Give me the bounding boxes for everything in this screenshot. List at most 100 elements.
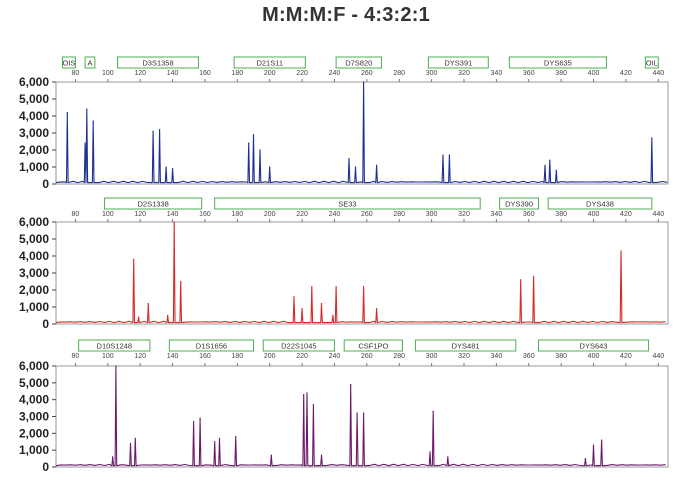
peak-red-15: [533, 275, 535, 277]
marker-d7s820: D7S820: [335, 56, 382, 69]
marker-csf1po: CSF1PO: [343, 339, 403, 352]
x-tick-label: 280: [393, 211, 405, 218]
plot-frame: [55, 365, 669, 468]
x-tick-label: 220: [296, 70, 308, 77]
peak-blue-15: [375, 164, 378, 166]
x-tick-label: 120: [134, 211, 146, 218]
x-tick-label: 260: [361, 353, 373, 360]
peak-red-16: [620, 250, 622, 252]
y-tick-label: 6,000: [19, 359, 49, 373]
peak-blue-20: [555, 169, 557, 171]
marker-dys438: DYS438: [547, 197, 653, 210]
x-tick-label: 360: [523, 211, 535, 218]
x-tick-label: 100: [102, 211, 114, 218]
marker-label: CSF1PO: [358, 342, 388, 351]
y-tick-label: 4,000: [19, 249, 49, 263]
marker-dys643: DYS643: [537, 339, 650, 352]
x-tick-label: 180: [231, 353, 243, 360]
x-tick-label: 180: [231, 211, 243, 218]
peak-blue-18: [544, 164, 546, 166]
x-tick-label: 340: [491, 353, 503, 360]
x-tick-label: 340: [491, 70, 503, 77]
marker-box: [499, 197, 539, 210]
x-tick-label: 120: [134, 70, 146, 77]
x-tick-label: 220: [296, 211, 308, 218]
x-tick-label: 300: [426, 353, 438, 360]
peak-purple-17: [429, 451, 431, 453]
marker-box: [168, 339, 255, 352]
marker-box: [214, 197, 481, 210]
marker-box: [343, 339, 403, 352]
x-tick-label: 420: [620, 353, 632, 360]
peak-red-8: [311, 286, 313, 288]
x-tick-label: 240: [329, 211, 341, 218]
y-tick-label: 0: [42, 317, 49, 331]
x-tick-label: 360: [523, 353, 535, 360]
peak-red-12: [363, 286, 365, 288]
marker-label: D21S11: [256, 59, 283, 68]
x-tick-label: 420: [620, 211, 632, 218]
x-tick-label: 240: [329, 353, 341, 360]
peak-purple-10: [303, 394, 305, 396]
x-tick-label: 380: [555, 353, 567, 360]
x-tick-label: 160: [199, 70, 211, 77]
y-tick-label: 4,000: [19, 109, 49, 123]
x-tick-label: 160: [199, 211, 211, 218]
peak-purple-12: [312, 404, 315, 406]
x-tick-label: 200: [264, 70, 276, 77]
peak-blue-14: [363, 81, 365, 83]
peak-blue-17: [448, 154, 451, 156]
marker-box: [508, 56, 607, 69]
marker-dys481: DYS481: [414, 339, 517, 352]
x-tick-label: 340: [491, 211, 503, 218]
marker-box: [84, 56, 96, 69]
peak-red-10: [332, 314, 334, 317]
peak-purple-0: [112, 456, 114, 458]
y-tick-label: 4,000: [19, 393, 49, 407]
peak-red-4: [173, 221, 175, 223]
marker-box: [61, 56, 76, 69]
y-tick-label: 5,000: [19, 92, 49, 106]
y-tick-label: 2,000: [19, 426, 49, 440]
marker-box: [78, 339, 151, 352]
peak-purple-2: [129, 442, 132, 445]
peak-purple-20: [584, 457, 587, 460]
y-tick-label: 2,000: [19, 143, 49, 157]
marker-box: [547, 197, 653, 210]
y-tick-label: 6,000: [19, 75, 49, 89]
peak-blue-0: [66, 112, 68, 114]
marker-dys390: DYS390: [499, 197, 539, 210]
peak-blue-3: [92, 120, 94, 122]
y-tick-label: 1,000: [19, 300, 49, 314]
peak-red-6: [293, 296, 295, 298]
peak-red-11: [335, 286, 337, 288]
x-tick-label: 380: [555, 70, 567, 77]
x-tick-label: 240: [329, 70, 341, 77]
x-tick-label: 320: [458, 353, 470, 360]
peak-purple-18: [432, 410, 434, 413]
x-tick-label: 200: [264, 211, 276, 218]
chart-title: M:M:M:F - 4:3:2:1: [262, 4, 430, 26]
x-tick-label: 140: [167, 353, 179, 360]
y-tick-label: 0: [42, 177, 49, 191]
peak-purple-22: [601, 439, 603, 441]
peak-blue-2: [86, 108, 88, 110]
marker-d3s1358: D3S1358: [117, 56, 199, 69]
x-tick-label: 320: [458, 211, 470, 218]
y-tick-label: 2,000: [19, 283, 49, 297]
x-tick-label: 120: [134, 353, 146, 360]
peak-red-7: [301, 308, 303, 310]
marker-label: DYS438: [586, 200, 614, 209]
peak-purple-7: [218, 437, 221, 439]
x-tick-label: 400: [588, 70, 600, 77]
peak-purple-8: [235, 436, 237, 438]
marker-ois: OIS: [61, 56, 76, 69]
peak-purple-6: [214, 441, 216, 443]
peak-blue-4: [152, 130, 154, 132]
peak-red-0: [133, 258, 135, 260]
marker-d2s1338: D2S1338: [104, 197, 203, 210]
peak-blue-7: [171, 168, 174, 170]
peak-red-14: [520, 279, 522, 281]
peak-blue-8: [248, 142, 250, 144]
